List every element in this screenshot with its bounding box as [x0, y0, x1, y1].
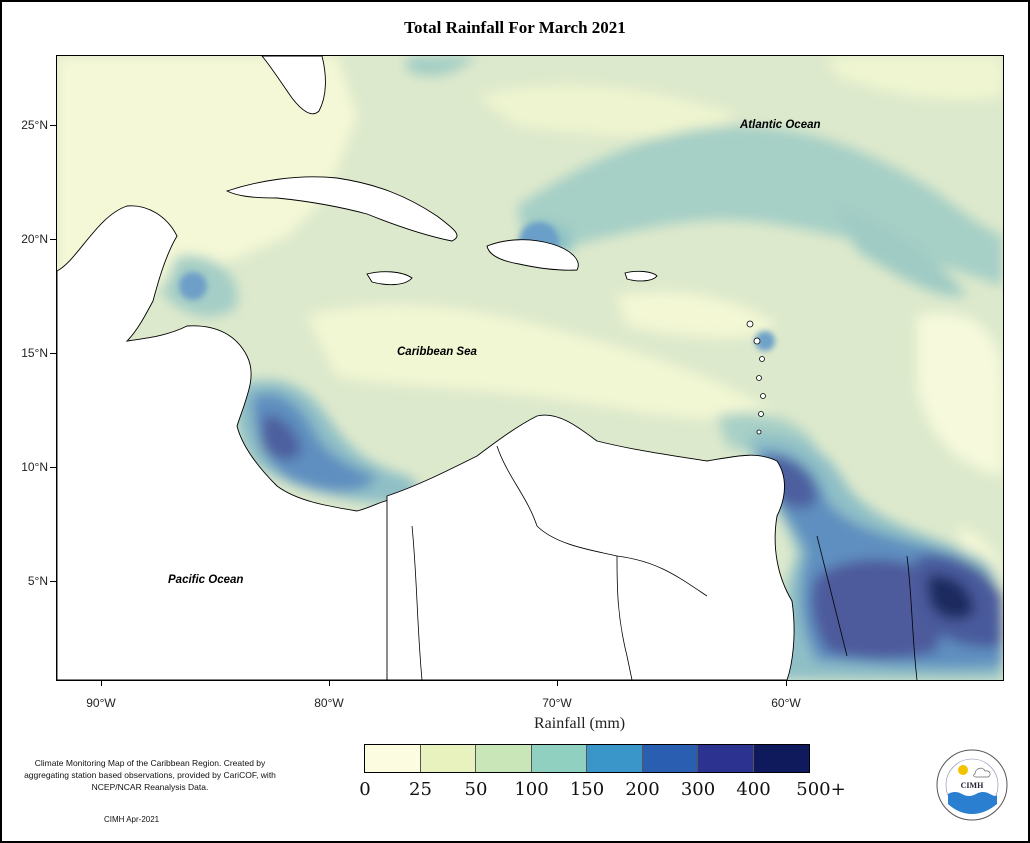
lon-label-60w: 60°W — [771, 696, 801, 710]
border-line — [616, 555, 633, 680]
legend-colorbar — [364, 744, 810, 773]
legend-tick-label: 500+ — [796, 779, 846, 800]
island — [759, 356, 765, 362]
cloud-icon — [973, 767, 991, 778]
label-pacific-ocean: Pacific Ocean — [168, 574, 244, 586]
land-central-america — [57, 205, 403, 680]
border-line — [496, 445, 708, 597]
lat-tick — [50, 467, 56, 468]
contour-dry — [307, 305, 777, 419]
lat-tick — [50, 125, 56, 126]
lat-tick — [50, 581, 56, 582]
legend-swatch — [531, 745, 587, 772]
lat-label-20n: 20°N — [21, 232, 48, 246]
island — [746, 320, 754, 328]
contour-spot — [179, 272, 207, 300]
border-line — [411, 525, 423, 680]
contour-dry — [477, 85, 737, 136]
lat-tick — [50, 239, 56, 240]
lon-label-70w: 70°W — [542, 696, 572, 710]
legend-swatch — [753, 745, 809, 772]
contour-moderate — [837, 206, 967, 297]
island — [760, 393, 766, 399]
lesser-antilles — [746, 320, 766, 435]
land-cuba — [225, 176, 458, 242]
rainfall-map-svg — [57, 56, 1003, 680]
sun-icon — [958, 765, 968, 775]
island — [756, 429, 762, 435]
legend-tick-label: 200 — [625, 779, 660, 800]
rainfall-contours — [57, 56, 1003, 680]
contour-heavy — [811, 559, 941, 659]
contour-dry — [617, 292, 777, 338]
map-credit: CIMH Apr-2021 — [104, 815, 160, 824]
legend-tick-label: 150 — [569, 779, 605, 800]
lat-tick — [50, 353, 56, 354]
lat-label-10n: 10°N — [21, 460, 48, 474]
border-line — [906, 555, 918, 680]
legend-swatch — [476, 745, 532, 772]
lon-label-90w: 90°W — [86, 696, 116, 710]
land-puerto-rico — [624, 270, 658, 282]
lat-label-25n: 25°N — [21, 118, 48, 132]
country-borders — [411, 445, 918, 680]
landmasses — [57, 56, 795, 680]
wave-icon — [948, 792, 997, 814]
legend-tick-label: 100 — [514, 779, 549, 800]
contour-spot — [755, 331, 775, 351]
legend-swatch — [587, 745, 643, 772]
land-jamaica — [366, 271, 413, 286]
legend-tick-label: 300 — [680, 779, 716, 800]
contour-moderate — [407, 56, 477, 76]
island — [758, 411, 764, 417]
label-caribbean-sea: Caribbean Sea — [397, 346, 477, 358]
land-hispaniola — [486, 239, 579, 271]
contour-dry — [917, 313, 1003, 476]
contour-extreme — [927, 575, 975, 620]
land-south-america — [386, 414, 795, 680]
map-title: Total Rainfall For March 2021 — [404, 18, 626, 37]
lat-label-15n: 15°N — [21, 346, 48, 360]
border-line — [816, 535, 848, 657]
contour-heavy — [262, 415, 302, 461]
legend-tick-label: 0 — [359, 779, 371, 800]
lon-tick — [101, 680, 102, 686]
lon-tick — [329, 680, 330, 686]
legend-tick-label: 25 — [409, 779, 432, 800]
lat-label-5n: 5°N — [27, 574, 48, 588]
rainfall-map — [56, 55, 1004, 681]
legend-swatch — [642, 745, 698, 772]
contour-very-wet — [252, 392, 377, 492]
cimh-logo: CIMH — [936, 749, 1008, 821]
land-florida — [261, 56, 326, 115]
lon-tick — [786, 680, 787, 686]
lon-tick — [557, 680, 558, 686]
label-atlantic-ocean: Atlantic Ocean — [740, 119, 821, 131]
contour-dry — [827, 56, 1003, 100]
logo-text: CIMH — [961, 781, 984, 790]
island — [756, 375, 762, 381]
legend-tick-label: 50 — [464, 779, 488, 800]
island — [753, 337, 761, 345]
legend-swatch — [698, 745, 754, 772]
legend-title: Rainfall (mm) — [534, 715, 626, 732]
legend-swatch — [365, 745, 421, 772]
legend-tick-label: 400 — [736, 779, 771, 800]
lon-label-80w: 80°W — [314, 696, 344, 710]
legend-swatch — [420, 745, 476, 772]
map-description: Climate Monitoring Map of the Caribbean … — [24, 758, 276, 792]
